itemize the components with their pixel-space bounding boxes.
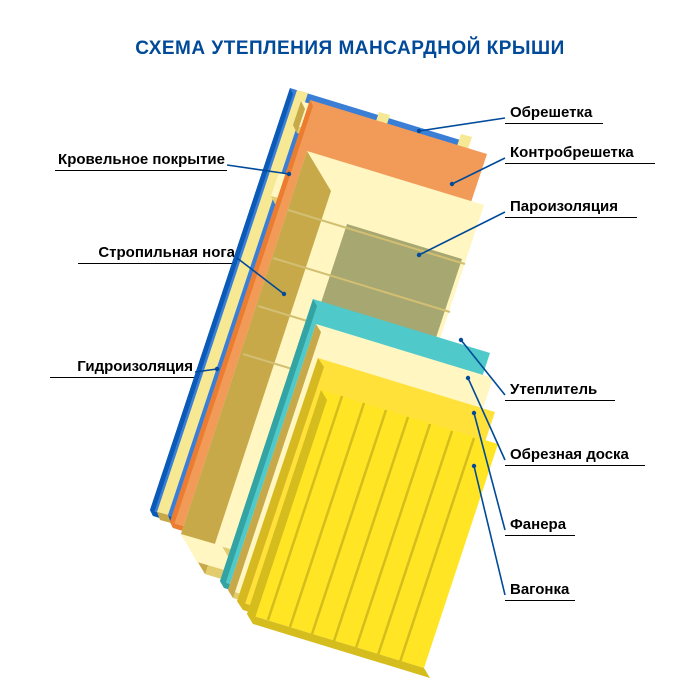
roof-layers-svg bbox=[0, 0, 700, 700]
diagram-stage: СХЕМА УТЕПЛЕНИЯ МАНСАРДНОЙ КРЫШИ Кровель… bbox=[0, 0, 700, 700]
